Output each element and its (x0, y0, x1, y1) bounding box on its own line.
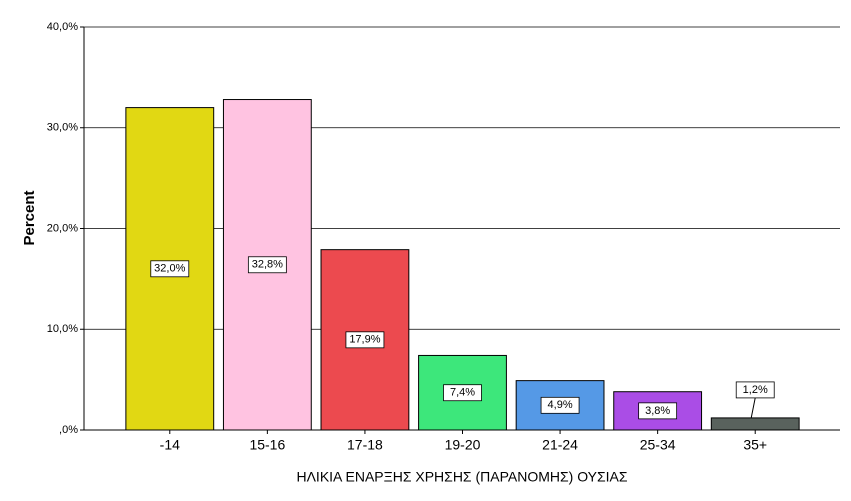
value-label: 32,0% (154, 263, 185, 275)
value-label-box (345, 331, 385, 349)
y-tick-label: 40,0% (47, 21, 78, 33)
bar (710, 417, 800, 431)
x-tick-label: 35+ (743, 437, 767, 453)
x-tick-label: -14 (160, 437, 180, 453)
value-label: 17,9% (349, 334, 380, 346)
x-tick-label: 15-16 (249, 437, 285, 453)
value-label-box (540, 396, 580, 414)
y-tick-label: 10,0% (47, 323, 78, 335)
label-leader (750, 397, 756, 419)
x-tick-label: 19-20 (445, 437, 481, 453)
x-tick-label: 25-34 (640, 437, 676, 453)
value-label: 32,8% (252, 259, 283, 271)
value-label-box (735, 381, 775, 399)
x-tick-label: 21-24 (542, 437, 578, 453)
y-tick-label: 30,0% (47, 122, 78, 134)
value-label: 4,9% (548, 399, 573, 411)
value-label-box (638, 402, 678, 420)
y-tick-label: ,0% (59, 424, 78, 436)
value-label-box (150, 260, 190, 278)
value-label: 1,2% (743, 384, 768, 396)
y-axis-label: Percent (21, 190, 38, 245)
x-tick-label: 17-18 (347, 437, 383, 453)
value-label: 7,4% (450, 387, 475, 399)
y-tick-label: 20,0% (47, 222, 78, 234)
x-axis-label: ΗΛΙΚΙΑ ΕΝΑΡΞΗΣ ΧΡΗΣΗΣ (ΠΑΡΑΝΟΜΗΣ) ΟΥΣΙΑΣ (296, 469, 627, 485)
value-label-box (247, 256, 287, 274)
value-label: 3,8% (645, 405, 670, 417)
value-label-box (443, 384, 482, 402)
